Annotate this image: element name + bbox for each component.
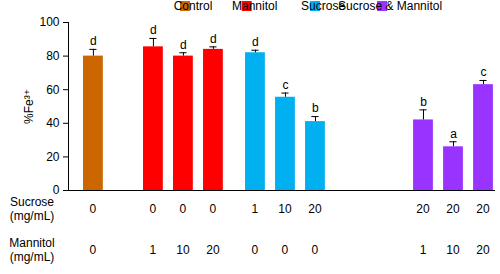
svg-text:c: c: [480, 65, 486, 79]
svg-text:20: 20: [308, 202, 322, 216]
svg-text:Sucrose & Mannitol: Sucrose & Mannitol: [338, 0, 442, 13]
svg-text:60: 60: [46, 83, 60, 97]
svg-text:20: 20: [476, 243, 490, 257]
svg-text:1: 1: [150, 243, 157, 257]
svg-text:0: 0: [180, 202, 187, 216]
svg-text:1: 1: [252, 202, 259, 216]
svg-text:Mannitol: Mannitol: [232, 0, 277, 13]
svg-text:%Fe³⁺: %Fe³⁺: [22, 89, 36, 124]
svg-text:(mg/mL): (mg/mL): [10, 250, 55, 264]
svg-text:0: 0: [210, 202, 217, 216]
svg-text:Sucrose: Sucrose: [10, 195, 54, 209]
svg-text:10: 10: [446, 243, 460, 257]
svg-text:Control: Control: [174, 0, 213, 13]
svg-text:40: 40: [46, 116, 60, 130]
svg-text:0: 0: [90, 243, 97, 257]
svg-text:d: d: [252, 35, 259, 49]
svg-text:0: 0: [282, 243, 289, 257]
svg-text:d: d: [90, 34, 97, 48]
svg-text:(mg/mL): (mg/mL): [10, 209, 55, 223]
svg-text:0: 0: [312, 243, 319, 257]
svg-text:100: 100: [39, 15, 59, 29]
svg-text:80: 80: [46, 49, 60, 63]
svg-text:d: d: [210, 32, 217, 46]
svg-text:20: 20: [446, 202, 460, 216]
svg-text:Mannitol: Mannitol: [9, 236, 54, 250]
svg-text:20: 20: [46, 150, 60, 164]
svg-text:0: 0: [90, 202, 97, 216]
svg-text:1: 1: [420, 243, 427, 257]
svg-text:10: 10: [278, 202, 292, 216]
svg-text:c: c: [282, 78, 288, 92]
svg-text:d: d: [180, 38, 187, 52]
svg-text:d: d: [150, 23, 157, 37]
svg-text:a: a: [450, 127, 457, 141]
svg-text:20: 20: [416, 202, 430, 216]
svg-text:10: 10: [176, 243, 190, 257]
svg-text:0: 0: [150, 202, 157, 216]
svg-text:b: b: [420, 95, 427, 109]
svg-text:b: b: [312, 101, 319, 115]
svg-text:0: 0: [252, 243, 259, 257]
svg-text:20: 20: [476, 202, 490, 216]
svg-text:0: 0: [52, 183, 60, 198]
svg-text:20: 20: [206, 243, 220, 257]
